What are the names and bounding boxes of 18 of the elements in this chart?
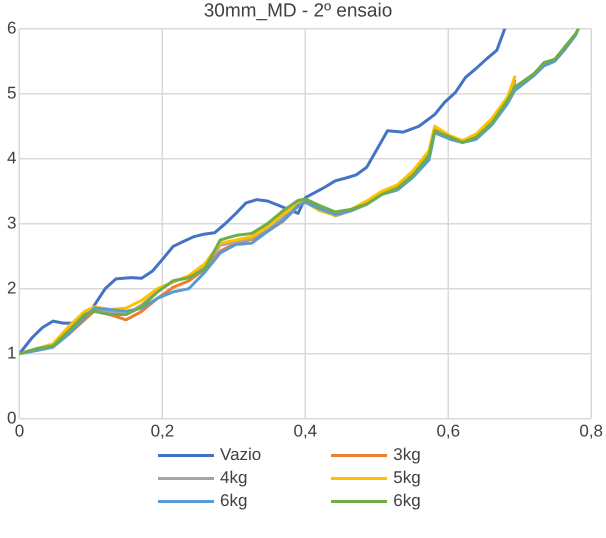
legend-label: 6kg [220,491,248,511]
legend-label: 5kg [393,468,421,488]
x-tick-label: 0,2 [150,421,174,440]
chart-title: 30mm_MD - 2º ensaio [204,0,392,22]
y-tick-label: 6 [6,18,16,38]
y-tick-label: 5 [6,83,16,102]
legend-label: 3kg [393,445,421,465]
y-tick-label: 1 [6,343,16,362]
x-tick-label: 0,8 [579,421,604,440]
x-tick-label: 0,4 [294,421,318,440]
y-tick-label: 0 [6,408,16,428]
y-tick-label: 4 [6,148,16,168]
legend-label: 6kg [393,491,421,511]
y-tick-label: 2 [6,278,16,298]
legend-label: Vazio [220,445,262,465]
x-tick-label: 0,6 [436,421,460,440]
legend-label: 4kg [220,468,248,488]
y-tick-label: 3 [6,213,16,232]
